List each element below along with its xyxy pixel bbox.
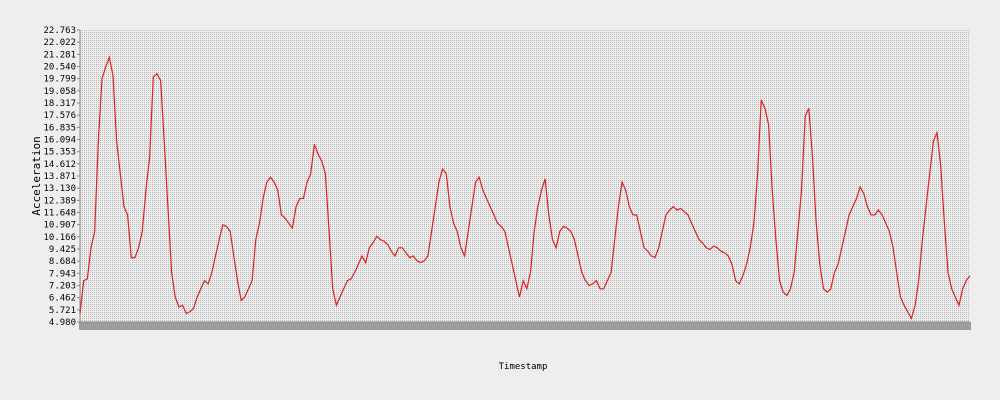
y-tick-label: 7.203 (49, 281, 76, 291)
y-tick-label: 5.721 (49, 306, 76, 316)
y-tick-label: 11.648 (43, 209, 76, 219)
y-tick-label: 13.130 (43, 184, 76, 194)
y-tick-label: 13.871 (43, 172, 76, 182)
x-axis (79, 322, 971, 330)
y-tick-label: 10.907 (43, 221, 76, 231)
y-tick-label: 16.835 (43, 123, 76, 133)
x-axis-label: Timestamp (499, 362, 548, 372)
y-axis-label: Acceleration (30, 136, 43, 215)
y-tick-label: 6.462 (49, 294, 76, 304)
y-tick-label: 8.684 (49, 257, 76, 267)
y-tick-label: 19.799 (43, 75, 76, 85)
y-tick-label: 12.389 (43, 196, 76, 206)
y-tick-label: 10.166 (43, 233, 76, 243)
y-tick-label: 22.763 (43, 26, 76, 36)
y-axis: 4.980 5.721 6.462 7.203 7.943 8.684 9.425 10.16… (43, 26, 80, 328)
y-tick-label: 20.540 (43, 63, 76, 73)
y-tick-label: 9.425 (49, 245, 76, 255)
y-tick-label: 18.317 (43, 99, 76, 109)
y-tick-label: 19.058 (43, 87, 76, 97)
y-tick-label: 7.943 (49, 269, 76, 279)
y-tick-label: 17.576 (43, 111, 76, 121)
y-tick-label: 14.612 (43, 160, 76, 170)
y-tick-label: 15.353 (43, 148, 76, 158)
plot-area-grid (80, 30, 970, 322)
y-tick-label: 22.022 (43, 38, 76, 48)
y-tick-label: 16.094 (43, 136, 76, 146)
y-tick-label: 21.281 (43, 50, 76, 60)
y-tick-label: 4.980 (49, 318, 76, 328)
series-line (79, 55, 971, 320)
